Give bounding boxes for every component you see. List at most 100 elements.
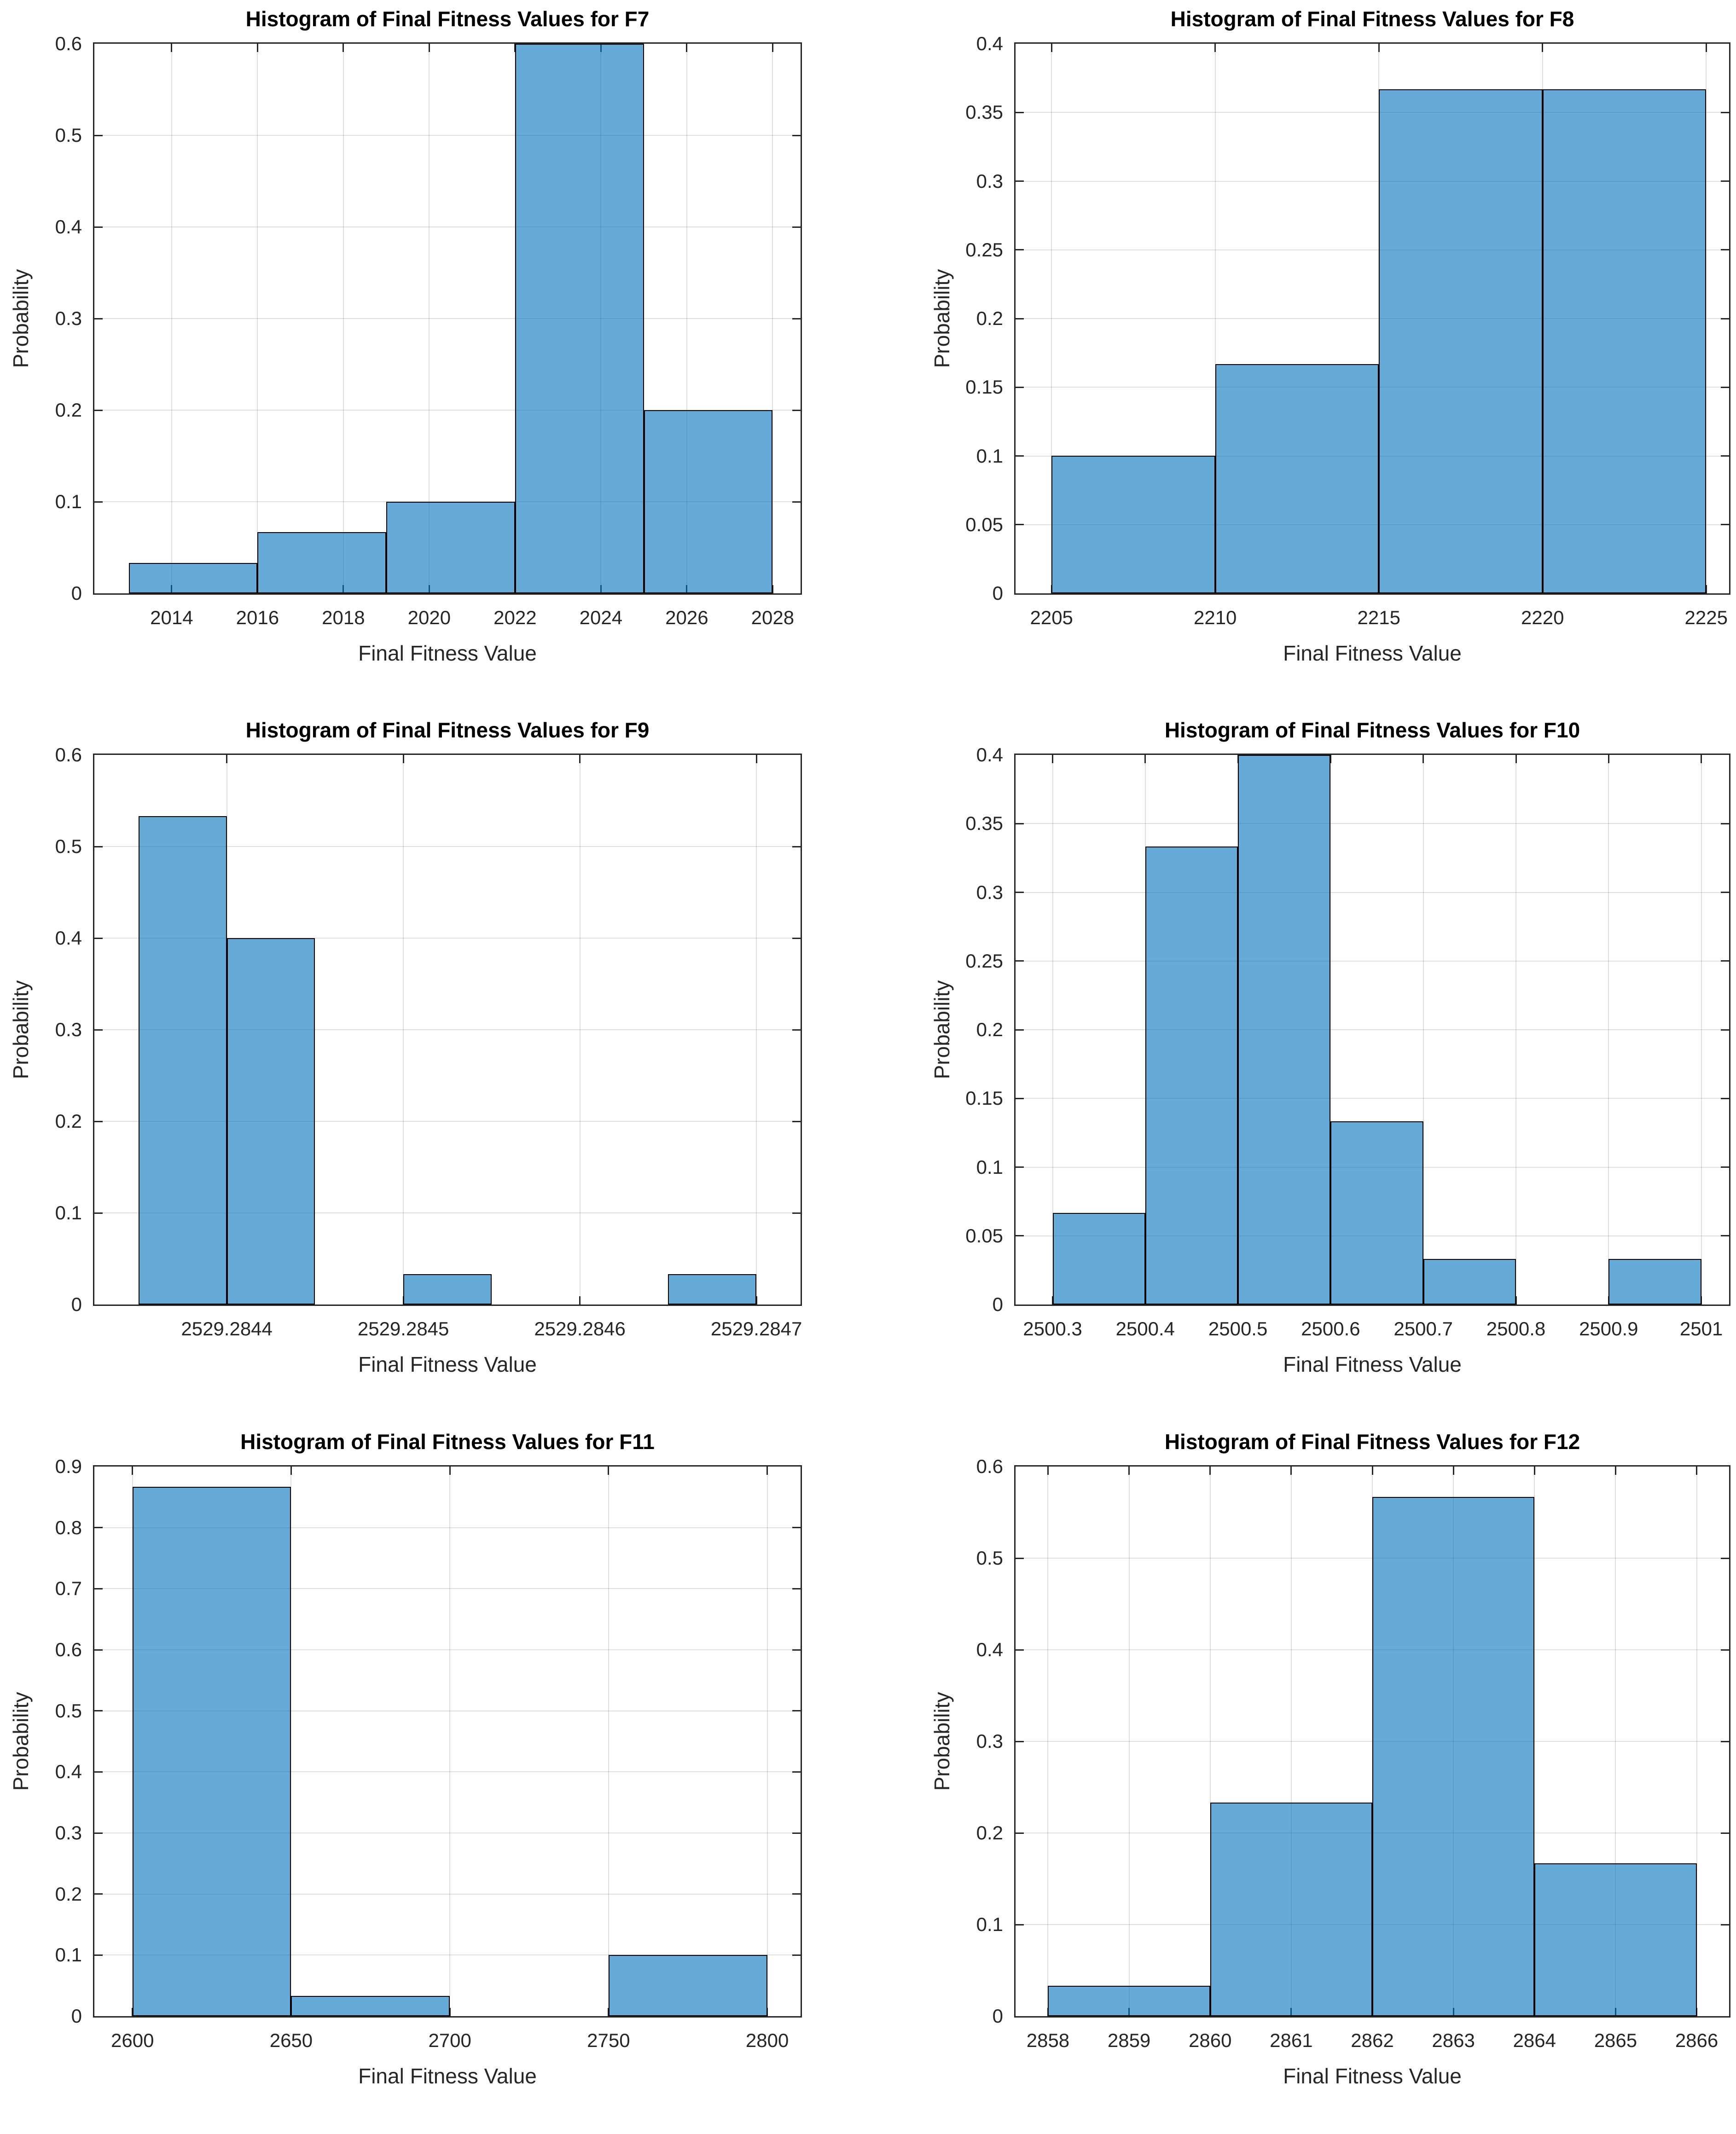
y-tick-label: 0.2 bbox=[55, 399, 82, 421]
y-tick-mark bbox=[1016, 1166, 1024, 1168]
chart-title: Histogram of Final Fitness Values for F7 bbox=[245, 7, 650, 31]
y-tick-mark bbox=[94, 1212, 103, 1214]
histogram-bar bbox=[138, 816, 227, 1305]
x-tick-label: 2500.3 bbox=[1023, 1318, 1082, 1340]
x-gridline bbox=[1534, 1467, 1535, 2016]
x-gridline bbox=[766, 1467, 768, 2016]
y-tick-label: 0.25 bbox=[965, 238, 1003, 261]
y-tick-label: 0.3 bbox=[55, 1822, 82, 1844]
y-tick-mark bbox=[1016, 455, 1024, 457]
x-tick-label: 2500.4 bbox=[1115, 1318, 1175, 1340]
x-gridline bbox=[1608, 755, 1609, 1305]
x-tick-label: 2700 bbox=[428, 2030, 471, 2051]
y-tick-mark bbox=[94, 1893, 103, 1895]
y-tick-label: 0.25 bbox=[965, 950, 1003, 972]
y-tick-label: 0.6 bbox=[55, 33, 82, 54]
y-gridline bbox=[94, 1121, 801, 1122]
x-tick-mark bbox=[1128, 1467, 1130, 1475]
histogram-bar bbox=[1542, 89, 1707, 593]
y-tick-mark bbox=[792, 1710, 801, 1712]
histogram-bar bbox=[257, 532, 387, 593]
x-tick-mark bbox=[1515, 755, 1517, 763]
x-tick-mark bbox=[772, 585, 773, 593]
x-tick-mark bbox=[1290, 1467, 1292, 1475]
y-gridline bbox=[94, 318, 801, 319]
x-gridline bbox=[1696, 1467, 1697, 2016]
x-tick-label: 2866 bbox=[1675, 2030, 1719, 2051]
x-tick-label: 2863 bbox=[1432, 2030, 1475, 2051]
y-tick-label: 0.7 bbox=[55, 1577, 82, 1600]
x-tick-mark bbox=[256, 44, 258, 52]
y-tick-mark bbox=[94, 134, 103, 136]
x-axis-label: Final Fitness Value bbox=[358, 2064, 537, 2088]
chart-title: Histogram of Final Fitness Values for F8 bbox=[1170, 7, 1574, 31]
histogram-bar bbox=[1608, 1259, 1701, 1305]
y-gridline bbox=[94, 938, 801, 939]
x-gridline bbox=[1214, 44, 1216, 593]
histogram-bar bbox=[1048, 1986, 1210, 2016]
x-tick-label: 2500.9 bbox=[1579, 1318, 1638, 1340]
histogram-bar bbox=[226, 938, 315, 1305]
x-tick-mark bbox=[1608, 755, 1609, 763]
x-gridline bbox=[1290, 1467, 1292, 2016]
y-gridline bbox=[1016, 1029, 1729, 1030]
y-tick-mark bbox=[1016, 249, 1024, 251]
y-tick-mark bbox=[94, 1954, 103, 1956]
x-tick-mark bbox=[579, 1296, 581, 1305]
y-tick-mark bbox=[1016, 1832, 1024, 1834]
y-gridline bbox=[94, 1588, 801, 1589]
y-gridline bbox=[1016, 1098, 1729, 1099]
y-tick-mark bbox=[1016, 524, 1024, 526]
y-tick-label: 0.6 bbox=[55, 1639, 82, 1660]
x-gridline bbox=[608, 1467, 609, 2016]
histogram-bar bbox=[1238, 755, 1331, 1305]
y-tick-mark bbox=[1016, 892, 1024, 893]
x-tick-mark bbox=[1144, 755, 1146, 763]
x-gridline bbox=[290, 1467, 292, 2016]
x-gridline bbox=[1422, 755, 1424, 1305]
y-tick-label: 0.35 bbox=[965, 812, 1003, 835]
y-tick-label: 0 bbox=[992, 1293, 1003, 1315]
x-tick-label: 2016 bbox=[236, 607, 279, 628]
y-gridline bbox=[94, 1832, 801, 1833]
y-tick-mark bbox=[1016, 1557, 1024, 1559]
x-tick-label: 2529.2844 bbox=[181, 1318, 273, 1340]
y-tick-label: 0.4 bbox=[55, 216, 82, 238]
x-gridline bbox=[1701, 755, 1702, 1305]
y-tick-label: 0.1 bbox=[55, 491, 82, 512]
y-tick-label: 0 bbox=[992, 2005, 1003, 2027]
subplot-f12: Histogram of Final Fitness Values for F1… bbox=[868, 1423, 1736, 2134]
histogram-bar bbox=[1379, 89, 1543, 593]
histogram-bar bbox=[1372, 1497, 1535, 2016]
y-tick-label: 0.5 bbox=[55, 835, 82, 857]
histogram-bar bbox=[291, 1996, 450, 2016]
y-tick-mark bbox=[1721, 386, 1729, 388]
y-gridline bbox=[94, 1649, 801, 1650]
x-tick-label: 2862 bbox=[1351, 2030, 1394, 2051]
x-gridline bbox=[1706, 44, 1707, 593]
x-gridline bbox=[1209, 1467, 1211, 2016]
x-tick-label: 2858 bbox=[1026, 2030, 1070, 2051]
chart-title: Histogram of Final Fitness Values for F1… bbox=[1164, 1430, 1580, 1454]
x-tick-mark bbox=[1452, 1467, 1454, 1475]
x-tick-label: 2026 bbox=[665, 607, 708, 628]
y-tick-mark bbox=[1721, 1557, 1729, 1559]
x-tick-mark bbox=[1542, 44, 1544, 52]
histogram-bar bbox=[1215, 364, 1379, 593]
histogram-bar bbox=[644, 410, 773, 593]
x-tick-mark bbox=[132, 1467, 134, 1475]
chart-title: Histogram of Final Fitness Values for F9 bbox=[245, 718, 650, 742]
y-gridline bbox=[94, 1893, 801, 1895]
x-gridline bbox=[403, 755, 404, 1305]
y-tick-label: 0.4 bbox=[976, 1639, 1003, 1660]
y-tick-label: 0 bbox=[992, 582, 1003, 604]
y-tick-label: 0.9 bbox=[55, 1456, 82, 1477]
y-tick-label: 0.1 bbox=[976, 1914, 1003, 1935]
x-axis-label: Final Fitness Value bbox=[358, 1352, 537, 1376]
y-tick-mark bbox=[1721, 111, 1729, 113]
y-tick-mark bbox=[792, 1527, 801, 1529]
y-gridline bbox=[1016, 960, 1729, 962]
y-gridline bbox=[94, 1771, 801, 1773]
x-gridline bbox=[1330, 755, 1331, 1305]
y-gridline bbox=[94, 226, 801, 227]
